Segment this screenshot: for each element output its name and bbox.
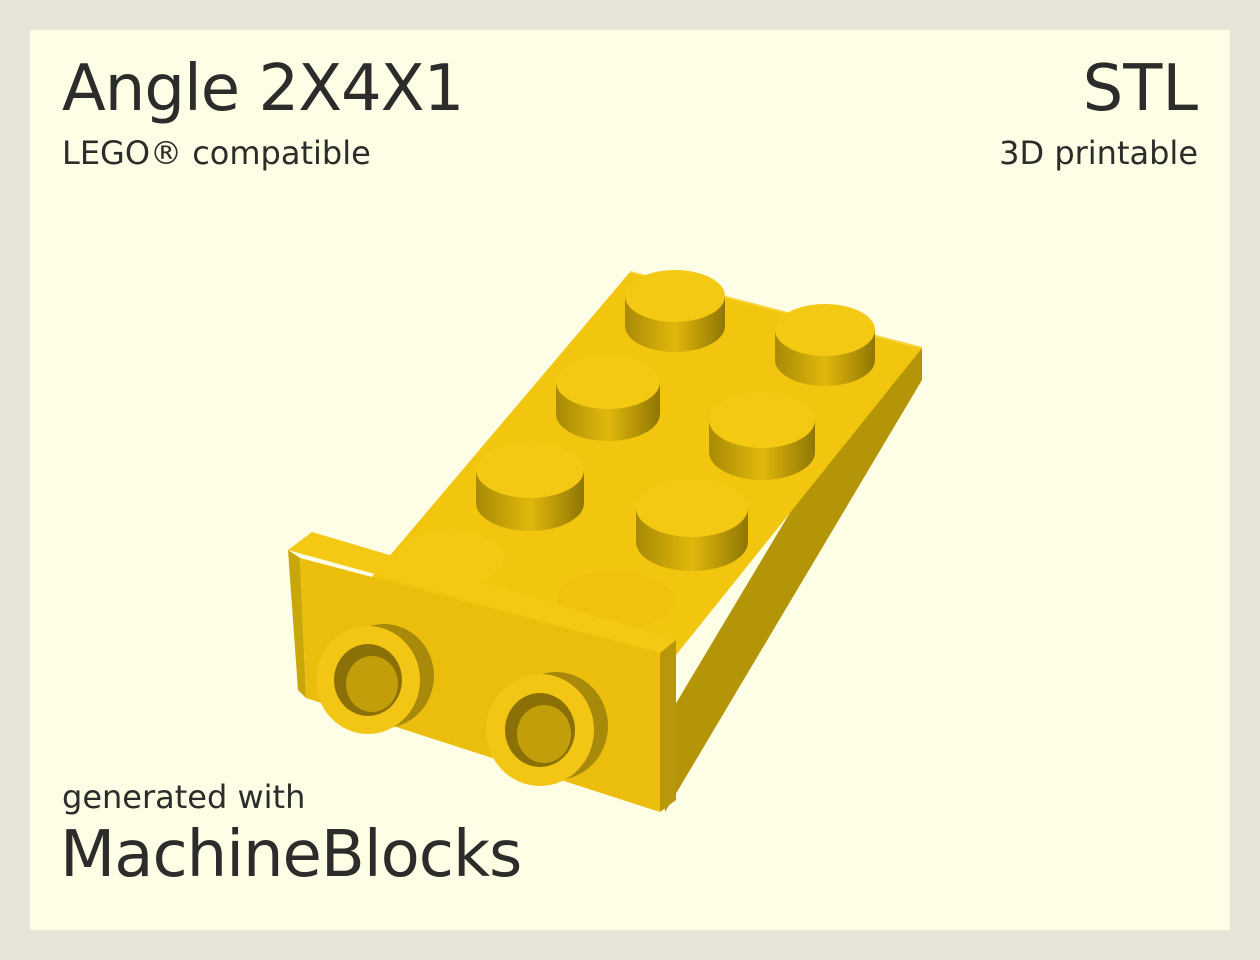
stud xyxy=(709,392,815,480)
part-subtitle: LEGO® compatible xyxy=(62,134,371,172)
file-format: STL xyxy=(1082,52,1198,126)
file-format-note: 3D printable xyxy=(999,134,1198,172)
hollow-stud xyxy=(316,624,434,734)
preview-card: Angle 2X4X1 LEGO® compatible STL 3D prin… xyxy=(30,30,1230,930)
front-studs xyxy=(316,624,608,786)
stud xyxy=(775,304,875,386)
brick-render xyxy=(288,270,923,812)
stud xyxy=(556,355,660,441)
stud xyxy=(476,442,584,531)
generated-with-label: generated with xyxy=(62,778,306,816)
wall-top-face xyxy=(288,532,676,653)
brand-name: MachineBlocks xyxy=(60,818,522,892)
wall-right-face xyxy=(660,640,676,812)
wall-left-face xyxy=(288,550,306,698)
part-title: Angle 2X4X1 xyxy=(62,52,464,126)
hollow-stud xyxy=(486,672,608,786)
stud xyxy=(625,270,725,352)
plate-side-face xyxy=(660,342,922,812)
stud xyxy=(636,479,748,571)
